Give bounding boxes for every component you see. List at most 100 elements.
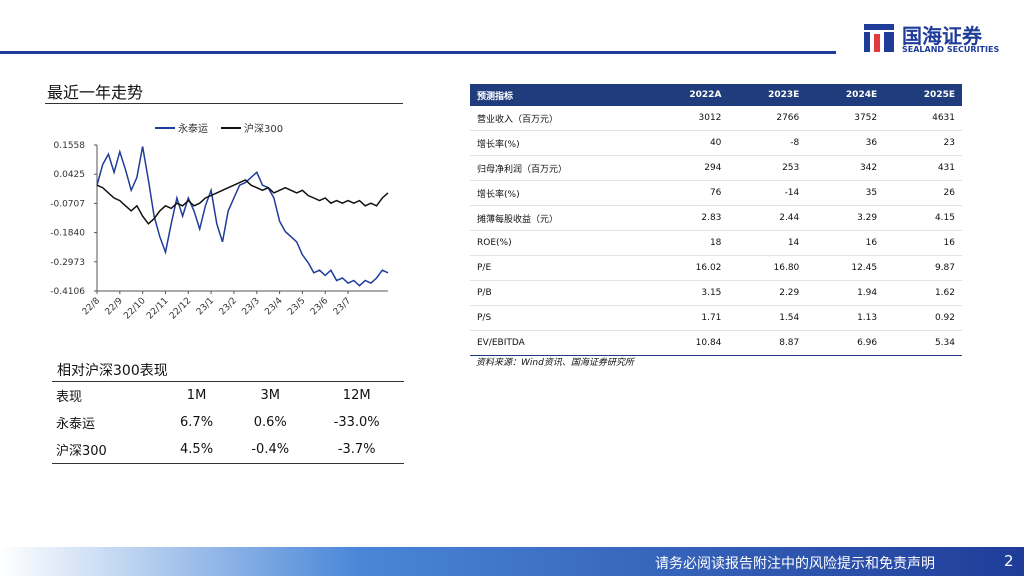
table-row: EV/EBITDA 10.84 8.87 6.96 5.34 [470, 330, 962, 356]
source-note: 资料来源：Wind资讯、国海证券研究所 [476, 358, 634, 368]
table-cell: 12.45 [806, 255, 885, 281]
footer-bar [0, 547, 1024, 576]
forecast-table: 预测指标 2022A 2023E 2024E 2025E 营业收入（百万元） 3012 276… [470, 84, 962, 356]
table-cell: 12M [309, 381, 404, 409]
x-tick-label: 23/4 [263, 296, 285, 318]
table-cell: 253 [728, 155, 807, 181]
table-cell: 永泰运 [56, 417, 96, 432]
table-cell: 36 [806, 130, 885, 156]
table-cell: 1.71 [649, 305, 729, 331]
x-tick-label: 22/8 [81, 296, 103, 318]
table-row: 增长率(%) 76 -14 35 26 [470, 180, 962, 206]
y-tick-label: 0.0425 [54, 170, 86, 180]
logo-svg [864, 24, 894, 52]
perf-table: 表现 1M 3M 12M 永泰运 6.7% 0.6% -33.0% 沪深300 4.5% -0.4%… [52, 381, 404, 464]
y-tick-label: -0.2973 [50, 258, 85, 268]
table-row: 预测指标 2022A 2023E 2024E 2025E [470, 84, 962, 106]
table-cell: 3.29 [806, 205, 885, 231]
table-cell: 16.02 [649, 255, 729, 281]
table-row: 增长率(%) 40 -8 36 23 [470, 130, 962, 156]
table-cell: 1.94 [806, 280, 885, 306]
table-cell: 26 [884, 180, 962, 206]
section-title: 最近一年走势 [47, 83, 144, 102]
table-cell: 2022A [649, 84, 729, 106]
table-cell: 16 [806, 230, 885, 256]
table-cell: 增长率(%) [470, 180, 650, 206]
table-cell: 4631 [884, 106, 962, 131]
y-tick-label: -0.1840 [50, 229, 85, 239]
chart: 0.1558 0.0425 -0.0707 -0.1840 -0.2973 -0.4106… [50, 122, 389, 322]
table-cell: -33.0% [333, 415, 380, 430]
brand: 国海证券 [902, 24, 982, 48]
logo-icon [862, 22, 896, 54]
x-tick-label: 23/1 [195, 296, 216, 317]
table-row: 表现 1M 3M 12M [52, 381, 404, 409]
table-cell: 0.6% [253, 415, 287, 430]
x-tick-label: 23/7 [332, 296, 353, 317]
x-tick-label: 23/3 [241, 296, 262, 317]
table-cell: 摊薄每股收益（元） [470, 205, 650, 231]
table-cell: 1.13 [806, 305, 885, 331]
y-tick-label: -0.0707 [50, 199, 85, 209]
table-cell: P/B [470, 280, 650, 306]
table-cell: 4.5% [162, 436, 232, 464]
table-cell: 6.7% [180, 415, 214, 430]
table-cell: 3752 [806, 106, 885, 131]
table-cell: 294 [649, 155, 729, 181]
table-cell: 5.34 [884, 330, 962, 356]
table-cell: 4.15 [884, 205, 962, 231]
table-cell: -8 [728, 130, 807, 156]
table-row: P/B 3.15 2.29 1.94 1.62 [470, 280, 962, 306]
header-rule [0, 51, 836, 54]
table-cell: 2023E [728, 84, 807, 106]
x-tick-label: 23/5 [286, 296, 307, 317]
table-cell: 沪深300 [52, 436, 163, 464]
table-row: 永泰运 6.7% 0.6% -33.0% [52, 409, 404, 436]
x-tick-label: 23/2 [218, 296, 239, 317]
x-tick-label: 22/12 [168, 296, 193, 321]
legend-label: 永泰运 [178, 122, 208, 135]
table-cell: -14 [728, 180, 807, 206]
table-cell: 3012 [649, 106, 729, 131]
table-cell: -0.4% [231, 436, 310, 464]
table-row: P/S 1.71 1.54 1.13 0.92 [470, 305, 962, 331]
section-rule [45, 103, 403, 104]
y-tick-label: -0.4106 [50, 287, 85, 297]
table-cell: 3.15 [649, 280, 729, 306]
table-cell: 6.96 [806, 330, 885, 356]
series-line [96, 179, 389, 225]
table-cell: 2.83 [649, 205, 729, 231]
table-cell: 1M [162, 381, 232, 409]
table-cell: 2.29 [728, 280, 807, 306]
x-tick-label: 22/11 [145, 296, 170, 321]
table-cell: 342 [806, 155, 885, 181]
perf-title: 相对沪深300表现 [57, 363, 168, 379]
table-cell: 营业收入（百万元） [470, 106, 650, 131]
table-cell: 增长率(%) [470, 130, 650, 156]
table-cell: 3M [231, 381, 310, 409]
table-row: 营业收入（百万元） 3012 2766 3752 4631 [470, 106, 962, 131]
table-cell: 2766 [728, 106, 807, 131]
table-cell: 76 [649, 180, 729, 206]
table-cell: EV/EBITDA [470, 330, 650, 356]
table-cell: 40 [649, 130, 729, 156]
legend-label: 沪深300 [244, 122, 283, 135]
table-cell: 2024E [806, 84, 885, 106]
table-cell: 35 [806, 180, 885, 206]
series-line [96, 146, 389, 287]
table-cell: P/E [470, 255, 650, 281]
table-row: ROE(%) 18 14 16 16 [470, 230, 962, 256]
table-cell: 1.62 [884, 280, 962, 306]
x-tick-label: 23/6 [309, 296, 331, 318]
disclaimer: 请务必阅读报告附注中的风险提示和免责声明 [655, 556, 935, 572]
x-tick-label: 22/10 [122, 296, 148, 322]
table-cell: 14 [728, 230, 807, 256]
table-cell: 0.92 [884, 305, 962, 331]
table-cell: 23 [884, 130, 962, 156]
table-cell: 16 [884, 230, 962, 256]
table-cell: 2.44 [728, 205, 807, 231]
table-cell: 表现 [52, 381, 163, 409]
table-cell: 预测指标 [470, 84, 650, 106]
table-row: 沪深300 4.5% -0.4% -3.7% [52, 436, 404, 464]
